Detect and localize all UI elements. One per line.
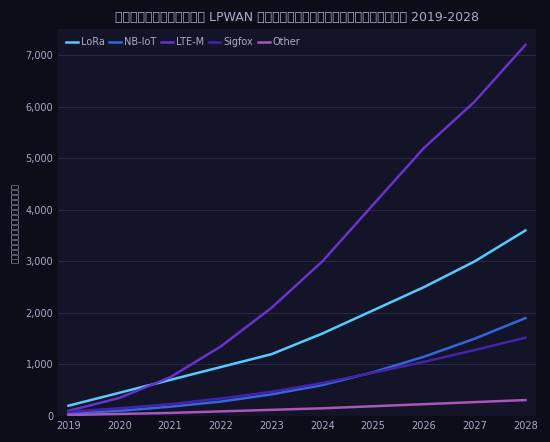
Y-axis label: ล้านการเชื่อมต่อ: ล้านการเชื่อมต่อ: [11, 183, 20, 263]
LTE-M: [65, 408, 72, 414]
LTE-M: [217, 344, 224, 349]
Other: [370, 404, 376, 409]
Other: [116, 412, 123, 417]
Sigfox: [167, 401, 173, 407]
LTE-M: [471, 99, 478, 104]
Sigfox: [217, 396, 224, 401]
Other: [319, 406, 326, 411]
LTE-M: [167, 375, 173, 380]
Other: [65, 412, 72, 418]
LTE-M: [268, 305, 275, 310]
Title: การเชื่อมต่อ LPWAN ด้วยเทคโนโลยีทั่วโลก 2019-2028: การเชื่อมต่อ LPWAN ด้วยเทคโนโลยีทั่วโลก …: [115, 11, 479, 24]
Other: [471, 400, 478, 405]
Other: [421, 401, 427, 407]
Sigfox: [268, 389, 275, 394]
Sigfox: [370, 370, 376, 375]
Legend: LoRa, NB-IoT, LTE-M, Sigfox, Other: LoRa, NB-IoT, LTE-M, Sigfox, Other: [63, 34, 303, 50]
Sigfox: [522, 335, 529, 340]
LoRa: [167, 377, 173, 383]
LTE-M: [370, 202, 376, 207]
LTE-M: [522, 42, 529, 48]
NB-IoT: [421, 354, 427, 359]
Other: [522, 397, 529, 403]
NB-IoT: [65, 411, 72, 416]
LTE-M: [116, 395, 123, 400]
LoRa: [370, 308, 376, 313]
NB-IoT: [116, 408, 123, 414]
NB-IoT: [319, 382, 326, 388]
Sigfox: [116, 406, 123, 411]
LoRa: [522, 228, 529, 233]
LoRa: [217, 364, 224, 370]
Sigfox: [471, 347, 478, 353]
LoRa: [65, 403, 72, 408]
Line: Sigfox: Sigfox: [68, 338, 525, 412]
Sigfox: [65, 409, 72, 415]
LoRa: [421, 285, 427, 290]
LoRa: [116, 390, 123, 396]
Line: LoRa: LoRa: [68, 230, 525, 406]
Line: Other: Other: [68, 400, 525, 415]
Sigfox: [421, 359, 427, 365]
LoRa: [319, 331, 326, 336]
LoRa: [471, 259, 478, 264]
NB-IoT: [268, 392, 275, 397]
NB-IoT: [370, 370, 376, 375]
Other: [167, 410, 173, 415]
Other: [268, 407, 275, 412]
Other: [217, 409, 224, 414]
LTE-M: [421, 145, 427, 151]
Line: LTE-M: LTE-M: [68, 45, 525, 411]
LoRa: [268, 351, 275, 357]
NB-IoT: [471, 336, 478, 341]
Line: NB-IoT: NB-IoT: [68, 318, 525, 413]
NB-IoT: [167, 404, 173, 409]
Sigfox: [319, 381, 326, 386]
NB-IoT: [522, 316, 529, 321]
NB-IoT: [217, 399, 224, 404]
LTE-M: [319, 259, 326, 264]
